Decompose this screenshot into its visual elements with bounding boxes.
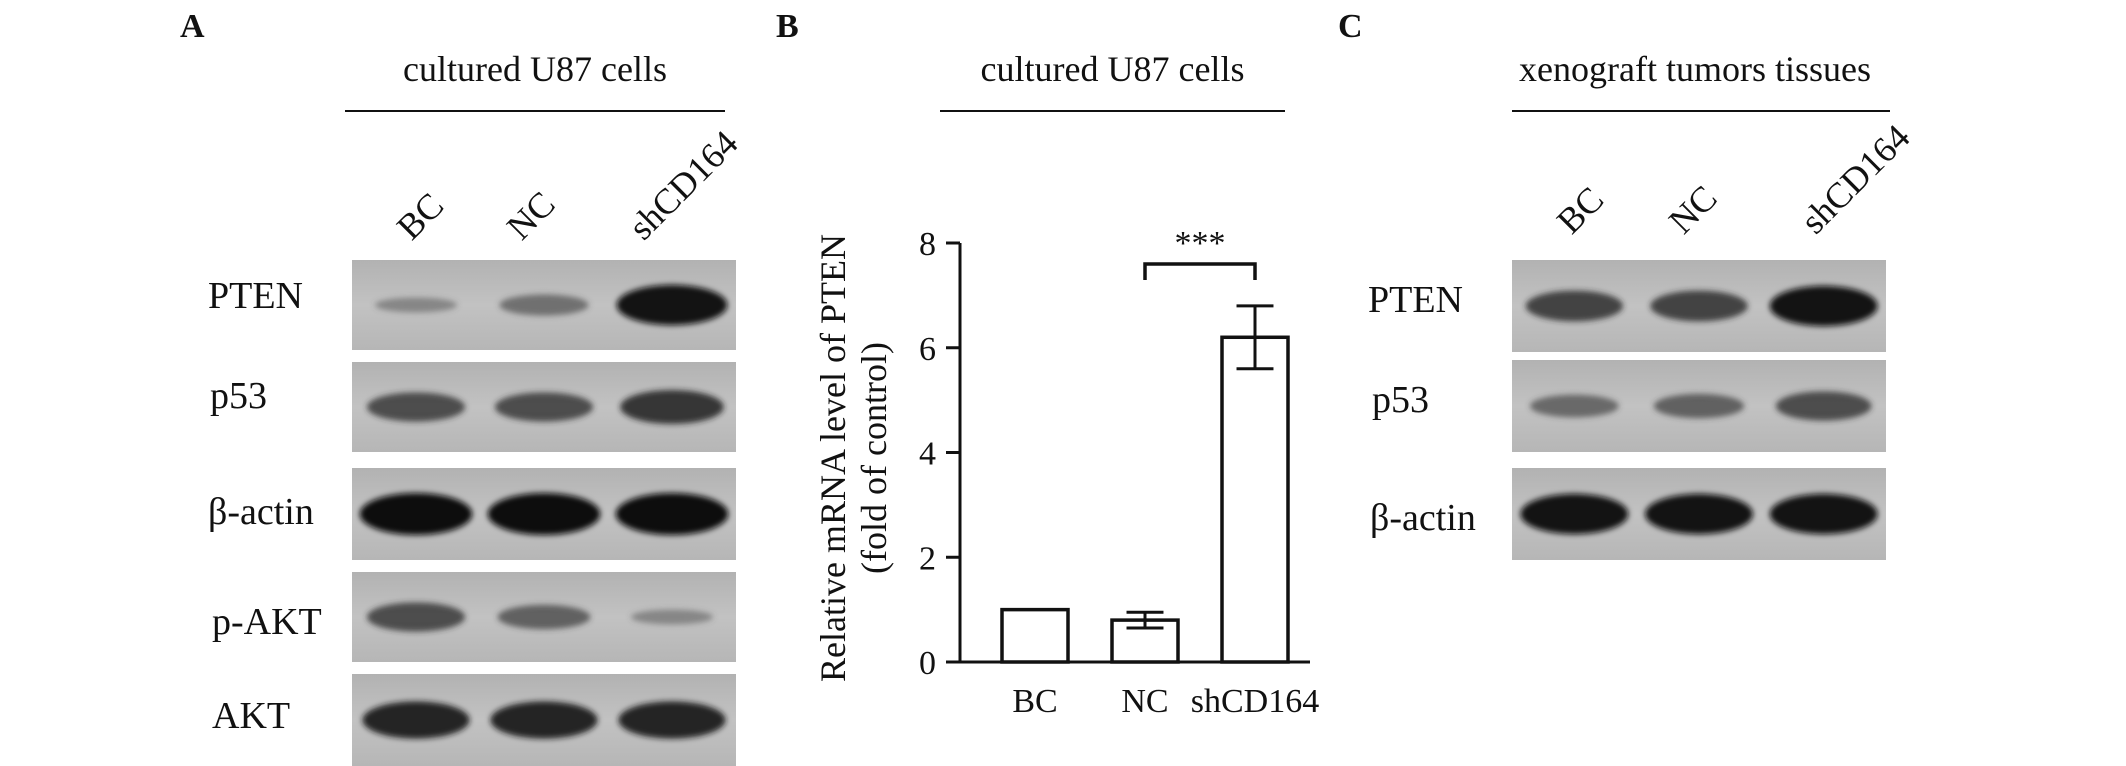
panel-c-lane-shcd164: shCD164 (1793, 116, 1918, 242)
panel-a-row-label-p53: p53 (210, 375, 267, 417)
panel-a-row-label-akt: AKT (212, 695, 291, 737)
blot-band-actin-3 (1769, 493, 1878, 535)
panel-a-lane-shcd164: shCD164 (621, 122, 746, 248)
blot-band-actin-2 (487, 493, 601, 535)
panel-c-lane-nc: NC (1661, 177, 1725, 242)
blot-band-akt-1 (362, 701, 470, 739)
panel-a-blot-beta-actin (352, 468, 736, 560)
panel-a-lane-bc: BC (389, 185, 452, 248)
blot-band-pten-1 (1525, 290, 1624, 322)
blot-band-p53-1 (366, 392, 466, 422)
y-axis-label-units: (fold of control) (854, 342, 894, 574)
panel-b-header-rule (940, 110, 1285, 112)
blot-band-pten-2 (1650, 290, 1748, 322)
panel-b-bar-chart: 0 2 4 6 8 BC NC shCD164 *** Relative mRNA level o… (813, 225, 1319, 720)
blot-band-actin-1 (359, 493, 473, 535)
blot-band-pten-3 (1769, 285, 1878, 327)
y-tick-label: 4 (919, 436, 936, 473)
x-tick-label-shcd164: shCD164 (1191, 683, 1319, 720)
panel-c-lane-bc: BC (1549, 179, 1612, 242)
panel-b-header: cultured U87 cells (980, 49, 1245, 89)
panel-a-header: cultured U87 cells (403, 49, 667, 89)
panel-c-blot-pten (1512, 260, 1886, 352)
panel-c-row-label-beta-actin: β-actin (1370, 497, 1476, 539)
blot-band-p53-2 (494, 392, 594, 422)
y-tick-label: 0 (919, 645, 936, 682)
y-tick-label: 2 (919, 540, 936, 577)
panel-a-row-label-pten: PTEN (208, 275, 303, 317)
panel-a-row-label-p-akt: p-AKT (212, 601, 322, 643)
panel-c-row-label-p53: p53 (1372, 379, 1429, 421)
blot-band-p53-3 (1775, 391, 1872, 421)
blot-band-p53-3 (620, 390, 724, 424)
y-axis-label: Relative mRNA level of PTEN (813, 234, 853, 682)
blot-band-akt-3 (618, 701, 726, 739)
panel-a-letter: A (180, 8, 205, 45)
panel-c-blot-p53 (1512, 360, 1886, 452)
y-tick-label: 6 (919, 331, 936, 368)
panel-a-lane-nc: NC (499, 183, 563, 248)
panel-c-header-rule (1512, 110, 1890, 112)
blot-band-pakt-2 (497, 604, 591, 630)
blot-band-pten-3 (616, 284, 728, 326)
panel-b-letter: B (776, 8, 799, 45)
panel-a-row-label-beta-actin: β-actin (208, 491, 314, 533)
blot-band-actin-3 (615, 493, 729, 535)
x-tick-label-nc: NC (1121, 683, 1168, 720)
significance-stars: *** (1175, 225, 1226, 262)
y-tick-label: 8 (919, 226, 936, 263)
panel-a-blot-akt (352, 674, 736, 766)
panel-c-row-label-pten: PTEN (1368, 279, 1463, 321)
blot-band-p53-1 (1529, 394, 1619, 418)
significance-bracket (1143, 262, 1257, 280)
blot-band-actin-1 (1520, 493, 1629, 535)
panel-a-blot-p53 (352, 362, 736, 452)
panel-c-blot-beta-actin (1512, 468, 1886, 560)
panel-c-header: xenograft tumors tissues (1519, 49, 1871, 89)
blot-band-pten-2 (499, 294, 589, 316)
panel-c-letter: C (1338, 8, 1363, 45)
blot-band-pten-1 (374, 297, 458, 313)
bar-bc (1000, 607, 1070, 664)
blot-band-pakt-1 (366, 602, 466, 632)
bar-shcd164 (1220, 335, 1290, 664)
blot-band-akt-2 (490, 701, 598, 739)
blot-band-p53-2 (1653, 393, 1745, 419)
panel-a-header-rule (345, 110, 725, 112)
blot-band-pakt-3 (630, 609, 714, 625)
x-tick-label-bc: BC (1012, 683, 1057, 720)
blot-band-actin-2 (1645, 493, 1753, 535)
panel-a-blot-pten (352, 260, 736, 350)
panel-a-blot-p-akt (352, 572, 736, 662)
